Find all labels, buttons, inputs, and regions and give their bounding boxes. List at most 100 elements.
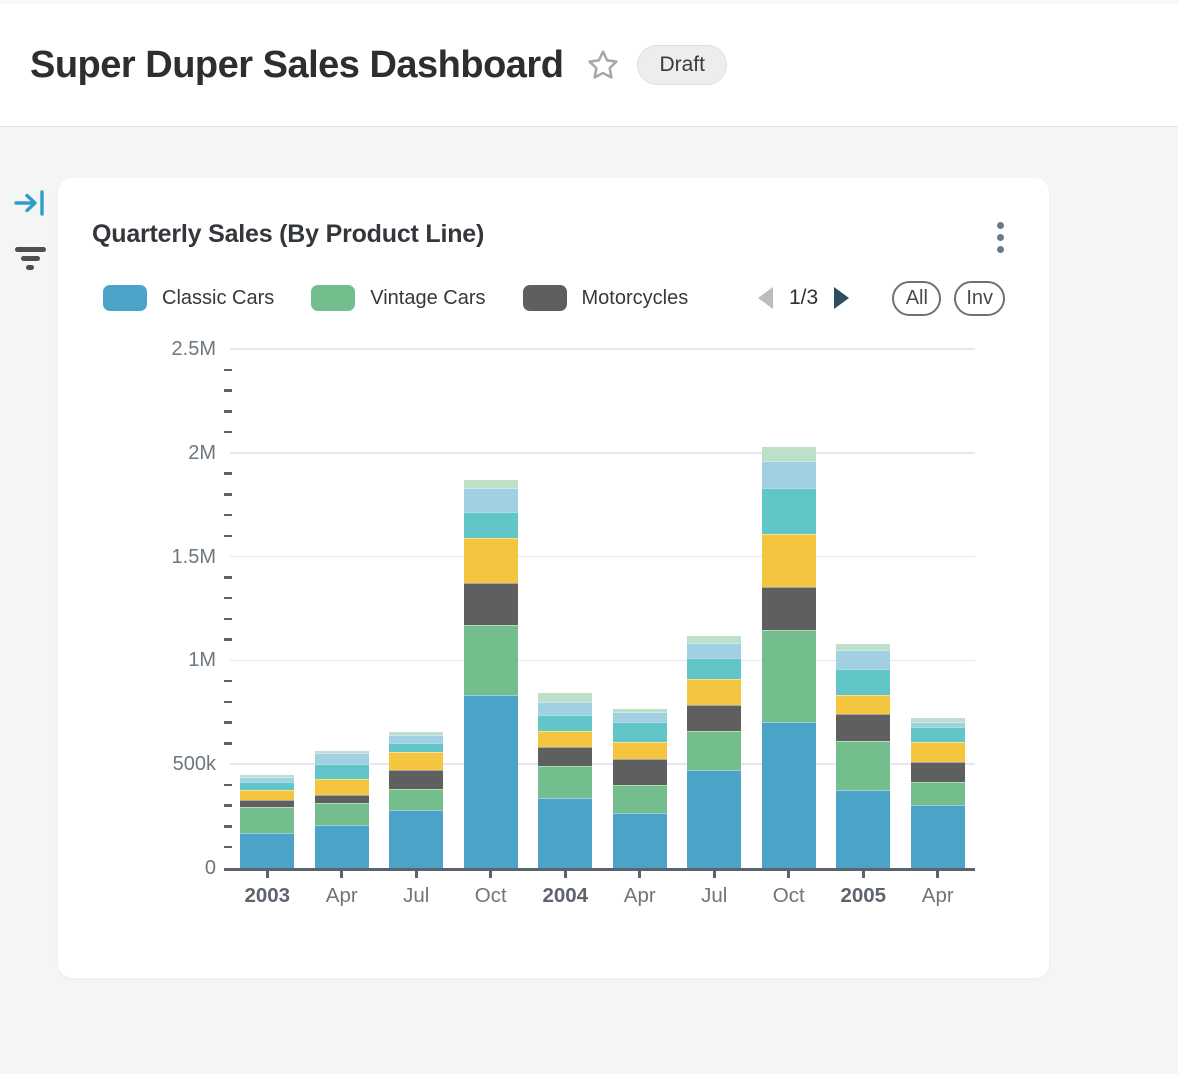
bar-segment-unlabeled-teal-[interactable] — [612, 721, 667, 742]
bar-segment-motorcycles[interactable] — [389, 770, 444, 789]
bar-segment-unlabeled-teal-[interactable] — [240, 782, 295, 790]
bar-segment-classic-cars[interactable] — [314, 824, 369, 868]
bar-segment-motorcycles[interactable] — [240, 799, 295, 808]
bar-segment-vintage-cars[interactable] — [389, 788, 444, 810]
bar-segment-motorcycles[interactable] — [761, 587, 816, 631]
bar-segment-unlabeled-teal-[interactable] — [538, 715, 593, 731]
bar-segment-unlabeled-yellow-[interactable] — [836, 694, 891, 714]
bar-segment-vintage-cars[interactable] — [761, 630, 816, 723]
bar-segment-vintage-cars[interactable] — [538, 766, 593, 798]
y-minor-tick — [224, 700, 232, 704]
bar-segment-unlabeled-light-blue-[interactable] — [761, 460, 816, 488]
x-axis-tick — [936, 870, 940, 878]
bar-segment-vintage-cars[interactable] — [314, 802, 369, 825]
bar-segment-unlabeled-yellow-[interactable] — [910, 742, 965, 763]
legend-prev-icon[interactable] — [758, 287, 773, 309]
stacked-bar-Apr[interactable] — [314, 751, 369, 868]
bar-segment-unlabeled-light-blue-[interactable] — [240, 777, 295, 783]
bar-segment-unlabeled-teal-[interactable] — [463, 512, 518, 539]
stacked-bar-Apr[interactable] — [612, 708, 667, 868]
bar-segment-unlabeled-yellow-[interactable] — [240, 789, 295, 800]
bar-segment-unlabeled-yellow-[interactable] — [314, 779, 369, 796]
bar-segment-unlabeled-light-green-[interactable] — [538, 692, 593, 702]
bar-segment-vintage-cars[interactable] — [910, 782, 965, 806]
bar-segment-unlabeled-light-green-[interactable] — [314, 751, 369, 754]
legend-item-vintage-cars[interactable]: Vintage Cars — [311, 285, 486, 311]
bar-segment-motorcycles[interactable] — [910, 762, 965, 783]
expand-panel-icon[interactable] — [13, 188, 47, 218]
bar-segment-unlabeled-light-green-[interactable] — [836, 643, 891, 650]
bar-segment-unlabeled-light-blue-[interactable] — [687, 642, 742, 659]
bar-segment-unlabeled-light-green-[interactable] — [240, 774, 295, 778]
bar-segment-classic-cars[interactable] — [463, 694, 518, 868]
bar-segment-unlabeled-light-green-[interactable] — [463, 480, 518, 488]
kebab-menu-icon[interactable] — [987, 216, 1013, 258]
bar-segment-unlabeled-teal-[interactable] — [687, 658, 742, 680]
invert-selection-button[interactable]: Inv — [954, 281, 1005, 316]
bar-segment-classic-cars[interactable] — [389, 809, 444, 868]
bar-segment-classic-cars[interactable] — [240, 833, 295, 868]
bar-segment-unlabeled-light-blue-[interactable] — [836, 649, 891, 670]
bar-segment-unlabeled-light-blue-[interactable] — [314, 753, 369, 765]
legend-item-motorcycles[interactable]: Motorcycles — [522, 285, 688, 311]
stacked-bar-Oct[interactable] — [463, 480, 518, 868]
bar-segment-unlabeled-teal-[interactable] — [761, 487, 816, 534]
stacked-bar-Jul[interactable] — [687, 636, 742, 868]
bar-segment-unlabeled-teal-[interactable] — [389, 742, 444, 753]
bar-segment-motorcycles[interactable] — [538, 747, 593, 767]
bar-segment-unlabeled-light-blue-[interactable] — [463, 487, 518, 513]
bar-segment-unlabeled-light-green-[interactable] — [910, 718, 965, 723]
bar-segment-classic-cars[interactable] — [910, 805, 965, 868]
bar-segment-classic-cars[interactable] — [687, 770, 742, 868]
bar-segment-unlabeled-light-blue-[interactable] — [910, 722, 965, 728]
page-title: Super Duper Sales Dashboard — [30, 43, 564, 86]
bar-segment-motorcycles[interactable] — [314, 795, 369, 803]
bar-segment-motorcycles[interactable] — [463, 583, 518, 626]
legend-next-icon[interactable] — [834, 287, 850, 309]
filter-icon[interactable] — [12, 241, 48, 275]
y-minor-tick — [224, 513, 232, 517]
bar-segment-vintage-cars[interactable] — [687, 730, 742, 771]
bar-segment-unlabeled-light-blue-[interactable] — [389, 734, 444, 743]
bar-segment-unlabeled-light-green-[interactable] — [612, 708, 667, 713]
legend-swatch — [522, 285, 567, 311]
bar-segment-unlabeled-teal-[interactable] — [836, 669, 891, 695]
bar-segment-vintage-cars[interactable] — [612, 785, 667, 813]
bar-segment-unlabeled-yellow-[interactable] — [538, 730, 593, 748]
bar-segment-unlabeled-yellow-[interactable] — [389, 752, 444, 771]
bar-segment-classic-cars[interactable] — [761, 722, 816, 868]
stacked-bar-2003[interactable] — [240, 774, 295, 868]
bar-segment-unlabeled-yellow-[interactable] — [761, 533, 816, 588]
bar-segment-unlabeled-yellow-[interactable] — [687, 679, 742, 705]
bar-segment-unlabeled-light-green-[interactable] — [687, 636, 742, 643]
bar-segment-unlabeled-light-blue-[interactable] — [538, 701, 593, 716]
bar-segment-unlabeled-light-blue-[interactable] — [612, 712, 667, 722]
bar-segment-unlabeled-yellow-[interactable] — [463, 538, 518, 584]
bar-segment-unlabeled-light-green-[interactable] — [761, 447, 816, 461]
legend-item-classic-cars[interactable]: Classic Cars — [103, 285, 274, 311]
bar-segment-classic-cars[interactable] — [612, 812, 667, 868]
stacked-bar-Jul[interactable] — [389, 732, 444, 868]
bar-segment-unlabeled-yellow-[interactable] — [612, 741, 667, 760]
bar-segment-unlabeled-teal-[interactable] — [910, 727, 965, 743]
bar-segment-vintage-cars[interactable] — [836, 741, 891, 790]
stacked-bar-2005[interactable] — [836, 643, 891, 868]
stacked-bar-2004[interactable] — [538, 692, 593, 868]
bar-segment-classic-cars[interactable] — [836, 789, 891, 868]
stacked-bar-Apr[interactable] — [910, 718, 965, 868]
bar-segment-unlabeled-light-green-[interactable] — [389, 732, 444, 735]
bar-segment-motorcycles[interactable] — [687, 705, 742, 731]
y-minor-tick — [224, 617, 232, 621]
select-all-button[interactable]: All — [892, 281, 942, 316]
bar-segment-vintage-cars[interactable] — [463, 625, 518, 695]
gridline-2.5M — [230, 348, 975, 350]
bar-segment-vintage-cars[interactable] — [240, 807, 295, 834]
x-axis-tick — [563, 870, 567, 878]
stacked-bar-Oct[interactable] — [761, 447, 816, 868]
legend-label: Vintage Cars — [370, 286, 486, 309]
bar-segment-motorcycles[interactable] — [836, 713, 891, 742]
bar-segment-classic-cars[interactable] — [538, 797, 593, 868]
bar-segment-motorcycles[interactable] — [612, 759, 667, 786]
favorite-star-icon[interactable] — [585, 47, 621, 83]
bar-segment-unlabeled-teal-[interactable] — [314, 764, 369, 780]
